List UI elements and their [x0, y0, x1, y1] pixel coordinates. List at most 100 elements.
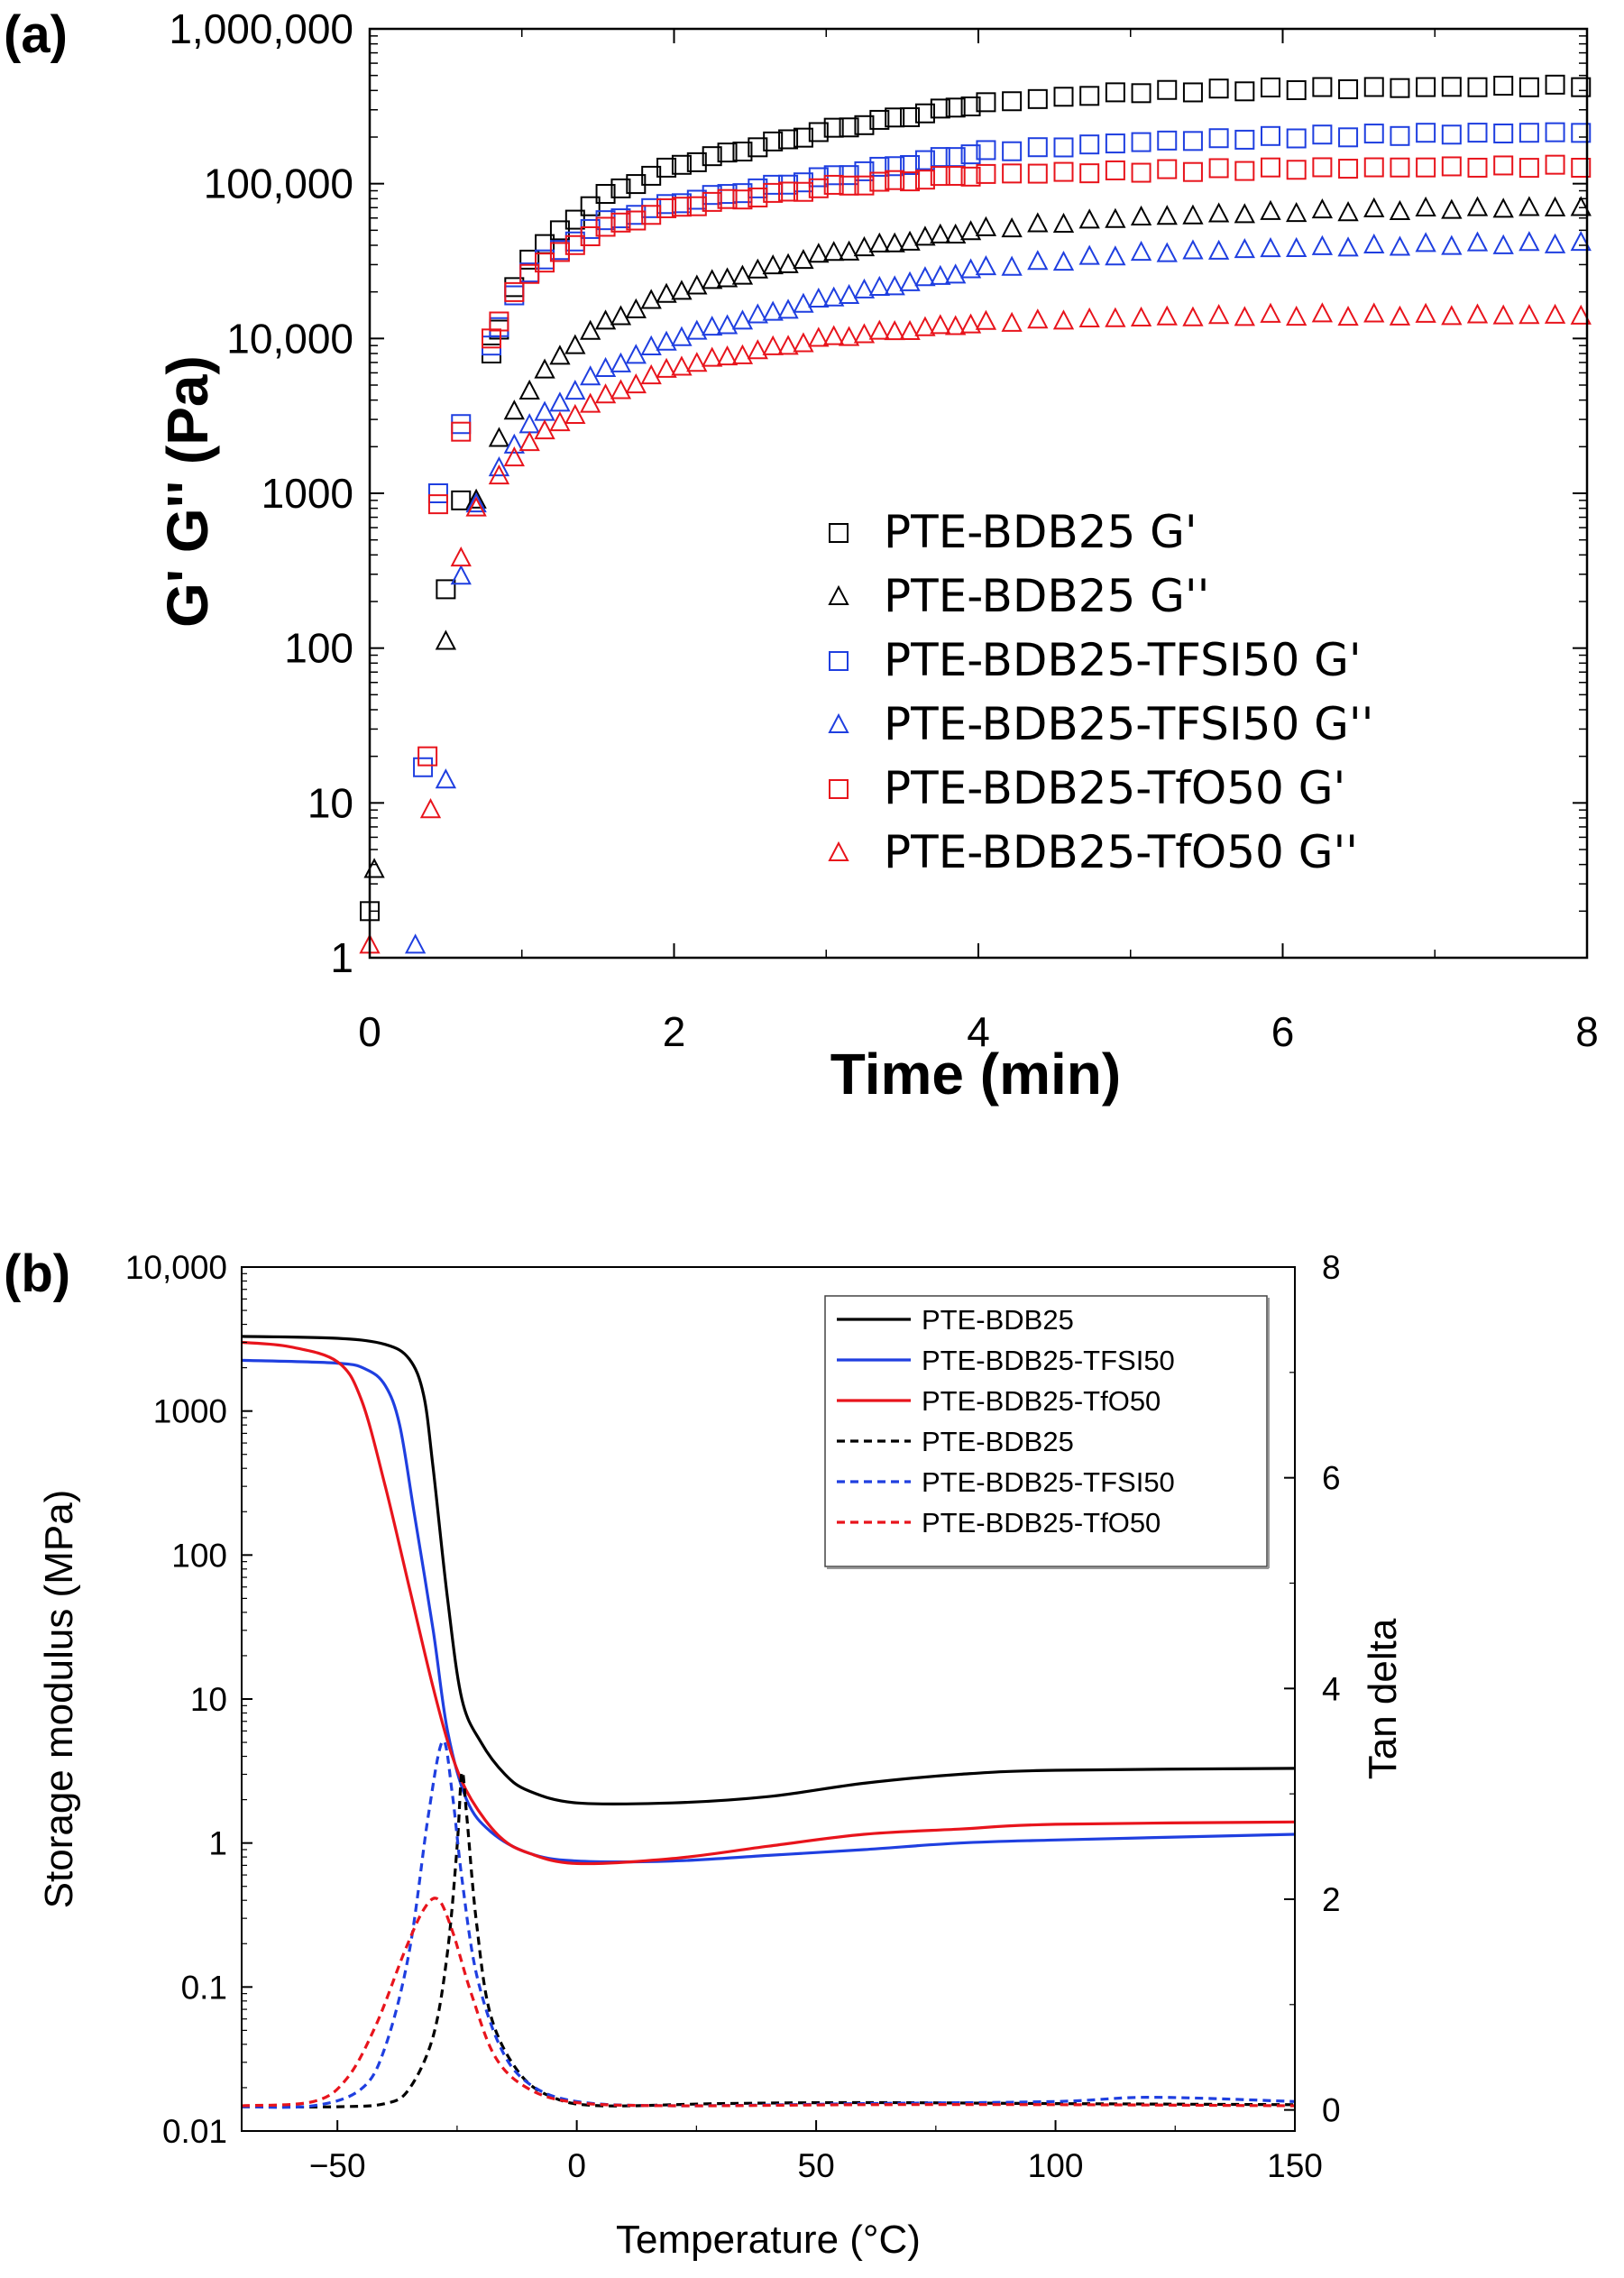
data-point [1079, 134, 1100, 155]
data-point [1337, 305, 1359, 326]
data-point [1105, 207, 1126, 228]
data-point [717, 142, 738, 163]
data-point [1389, 305, 1411, 326]
series-pte-bdb25-tfo50-g-gprime [417, 154, 1592, 767]
data-point [1131, 162, 1151, 183]
data-point [1467, 123, 1488, 143]
data-point [1234, 161, 1255, 181]
data-point [450, 565, 472, 585]
series-pte-bdb25-tfsi50-g-gdoubleprime [404, 230, 1592, 954]
data-point [1079, 86, 1100, 106]
data-point [808, 167, 829, 188]
data-point [1466, 303, 1489, 324]
data-point [793, 127, 813, 148]
data-point [763, 131, 784, 152]
data-point [884, 275, 905, 296]
data-point [945, 263, 967, 284]
data-point [731, 309, 754, 330]
panel-a-y-tick-labels: 1 10 100 1000 10,000 100,000 1,000,000 [169, 5, 1587, 981]
data-point [549, 344, 571, 365]
data-point [580, 196, 601, 216]
data-point [1052, 309, 1075, 330]
data-point [1105, 245, 1126, 266]
data-point [1002, 141, 1023, 161]
data-point [417, 746, 438, 767]
panel-b-x-tick-label: 50 [798, 2147, 835, 2184]
panel-a-x-tick-labels: 0 2 4 6 8 [358, 29, 1599, 1055]
data-point [1207, 239, 1230, 260]
data-point [1311, 234, 1334, 255]
data-point [1466, 196, 1489, 216]
legend-label-pte-bdb25-tfsi50-dashed: PTE-BDB25-TFSI50 [922, 1466, 1175, 1498]
data-point [610, 305, 632, 326]
data-point [914, 150, 935, 170]
data-point [518, 379, 540, 400]
data-point [959, 258, 982, 279]
data-point [1002, 91, 1023, 112]
data-point [930, 166, 950, 187]
data-point [594, 383, 617, 404]
line-pte-bdb25-tfo50-storage-modulus [241, 1340, 1296, 1866]
panel-a-x-tick-label: 4 [967, 1008, 990, 1055]
data-point [503, 446, 525, 467]
data-point [930, 98, 950, 119]
data-point [1441, 234, 1463, 255]
data-point [1545, 122, 1565, 142]
data-point [671, 197, 692, 217]
panel-a-y-tick-label: 1000 [261, 470, 353, 517]
legend-label-pte-bdb25-tfo50-g-gdoubleprime: PTE-BDB25-TfO50 G'' [884, 826, 1358, 878]
data-point [868, 275, 890, 296]
data-point [899, 271, 921, 291]
data-point [625, 372, 647, 394]
panel-a-x-tick-label: 6 [1271, 1008, 1295, 1055]
line-pte-bdb25-tfsi50-tan-delta [241, 1740, 1296, 2109]
data-point [1027, 308, 1049, 329]
data-point [1544, 233, 1566, 253]
data-point [1261, 125, 1280, 146]
panel-a-y-tick-label: 10,000 [226, 315, 353, 362]
data-point [1312, 77, 1333, 97]
data-point [1337, 201, 1359, 222]
data-point [839, 117, 859, 138]
data-point [1338, 127, 1359, 148]
panel-b-tick-marks [242, 1266, 1296, 2132]
data-point [1234, 129, 1255, 150]
data-point [884, 319, 905, 341]
data-point [1441, 124, 1462, 145]
data-point [702, 315, 723, 336]
data-point [1182, 204, 1204, 225]
series-pte-bdb25-tfo50-g-gdoubleprime [359, 302, 1592, 954]
data-point [793, 181, 813, 202]
data-point [427, 483, 448, 503]
data-point [869, 156, 890, 177]
data-point [1105, 307, 1126, 327]
data-point [747, 339, 768, 360]
data-point [823, 174, 844, 195]
data-point [975, 255, 997, 276]
data-point [853, 323, 876, 344]
data-point [1311, 198, 1334, 219]
panel-b-y-tick-label: 100 [171, 1537, 227, 1574]
legend-label-pte-bdb25-tfo50-solid: PTE-BDB25-TfO50 [922, 1385, 1161, 1417]
data-point [1416, 123, 1436, 143]
data-point [1182, 161, 1203, 182]
data-point [1545, 154, 1565, 175]
data-point [1389, 235, 1411, 256]
data-point [1182, 82, 1203, 103]
data-point [1493, 76, 1514, 96]
data-point [404, 933, 427, 954]
data-point [451, 414, 472, 435]
data-point [930, 314, 951, 335]
data-point [503, 433, 525, 454]
data-point [1338, 78, 1359, 99]
data-point [1416, 77, 1436, 97]
data-point [549, 410, 571, 432]
data-point [640, 363, 662, 385]
line-pte-bdb25-tan-delta [241, 1770, 1296, 2108]
legend-label-pte-bdb25-tfo50-g-gprime: PTE-BDB25-TfO50 G' [884, 762, 1345, 814]
data-point [1518, 158, 1539, 179]
panel-b-y-tick-label: 0.01 [162, 2113, 227, 2150]
data-point [656, 282, 677, 303]
data-point [488, 456, 510, 477]
data-point [868, 232, 890, 253]
